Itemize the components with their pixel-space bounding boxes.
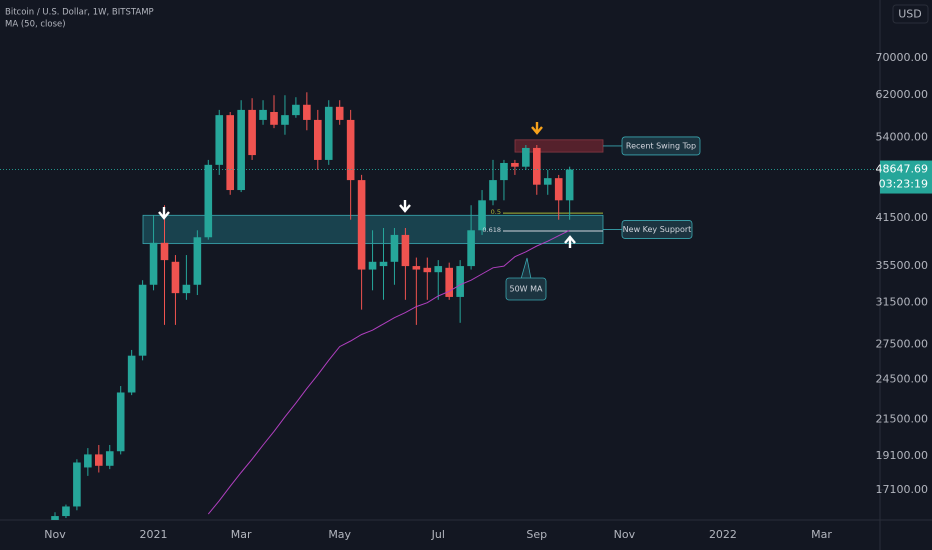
candle-body <box>248 109 256 156</box>
candle-body <box>105 451 114 466</box>
candle-body <box>171 261 180 294</box>
candle-body <box>215 115 224 165</box>
candle-body <box>259 109 267 120</box>
callout-label: Recent Swing Top <box>626 141 696 150</box>
candle-body <box>303 104 311 120</box>
callout-box <box>621 136 701 156</box>
chart-title: Bitcoin / U.S. Dollar, 1W, BITSTAMP <box>5 8 154 18</box>
x-tick-label: 2021 <box>140 528 168 541</box>
y-tick-label: 19100.00 <box>876 449 929 462</box>
candle-body <box>73 462 81 507</box>
x-tick-label: Mar <box>811 528 832 541</box>
ma-line <box>207 229 570 515</box>
candle-body <box>127 355 136 393</box>
candle-body <box>456 266 464 297</box>
callout-label: New Key Support <box>623 225 692 234</box>
candle-body <box>84 454 92 468</box>
y-tick-label: 70000.00 <box>876 51 929 64</box>
candle-body <box>270 111 278 125</box>
candle-body <box>281 115 289 125</box>
candle-body <box>160 242 169 261</box>
candle-body <box>357 180 366 270</box>
candle-body <box>554 178 563 201</box>
candle-body <box>368 261 377 270</box>
x-tick-label: Nov <box>44 528 66 541</box>
candle-body <box>412 266 421 270</box>
candle-body <box>390 234 399 262</box>
candle-body <box>292 104 300 116</box>
y-tick-label: 17100.00 <box>876 483 929 496</box>
candle-body <box>434 266 443 273</box>
candle-body <box>467 230 475 267</box>
countdown-label: 03:23:19 <box>879 178 928 191</box>
y-tick-label: 35500.00 <box>876 259 929 272</box>
last-price-box <box>880 160 932 194</box>
y-tick-label: 41500.00 <box>876 211 929 224</box>
x-tick-label: Jul <box>431 528 445 541</box>
candle-body <box>182 284 191 294</box>
candle-body <box>445 267 453 297</box>
candle-body <box>565 169 574 201</box>
overlay <box>158 122 576 248</box>
candle-body <box>116 392 125 452</box>
callout-label: 50W MA <box>509 285 543 294</box>
y-tick-label: 62000.00 <box>876 88 929 101</box>
arrow-down <box>531 122 543 135</box>
candle-body <box>423 267 432 273</box>
candle-body <box>138 284 147 356</box>
arrow-down <box>399 200 411 213</box>
x-tick-label: 2022 <box>709 528 737 541</box>
y-tick-label: 31500.00 <box>876 296 929 309</box>
candle-body <box>204 164 213 238</box>
candle-body <box>500 162 508 181</box>
candle-body <box>522 147 530 167</box>
candle-body <box>401 234 410 267</box>
candle-body <box>324 106 333 160</box>
currency-button[interactable] <box>892 4 929 24</box>
fib-label: 0.5 <box>491 208 501 216</box>
y-tick-label: 24500.00 <box>876 373 929 386</box>
fib-label: 0.618 <box>482 226 501 234</box>
candle-body <box>226 115 234 191</box>
arrow-down <box>158 207 170 220</box>
candle-body <box>346 119 355 181</box>
candle-body <box>314 119 322 160</box>
candle-body <box>62 506 70 517</box>
last-price-label: 48647.69 <box>876 163 929 176</box>
currency[interactable]: USD <box>898 8 922 21</box>
candle-body <box>379 261 388 267</box>
candle-body <box>335 106 344 120</box>
candle-body <box>511 162 519 167</box>
candle-body <box>489 180 497 201</box>
candle-body <box>51 516 59 520</box>
candle-body <box>543 178 552 185</box>
callout-box <box>505 277 547 301</box>
candle-body <box>533 147 541 185</box>
indicator-legend: MA (50, close) <box>5 20 66 30</box>
x-tick-label: Nov <box>614 528 636 541</box>
y-tick-label: 54000.00 <box>876 131 929 144</box>
x-tick-label: Sep <box>526 528 547 541</box>
candle-body <box>237 109 245 191</box>
candle-body <box>478 200 486 231</box>
x-tick-label: May <box>328 528 351 541</box>
callout-box <box>621 220 693 239</box>
candle-body <box>95 454 103 466</box>
candle-body <box>193 237 202 285</box>
candle-body <box>149 242 158 285</box>
x-tick-label: Mar <box>231 528 252 541</box>
arrow-up <box>564 235 576 248</box>
y-tick-label: 27500.00 <box>876 337 929 350</box>
y-tick-label: 21500.00 <box>876 413 929 426</box>
plot-area <box>0 92 880 520</box>
